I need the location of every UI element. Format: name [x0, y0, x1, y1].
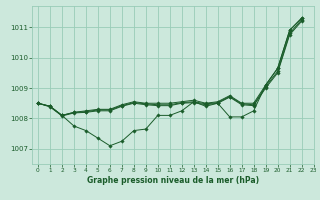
- X-axis label: Graphe pression niveau de la mer (hPa): Graphe pression niveau de la mer (hPa): [87, 176, 259, 185]
